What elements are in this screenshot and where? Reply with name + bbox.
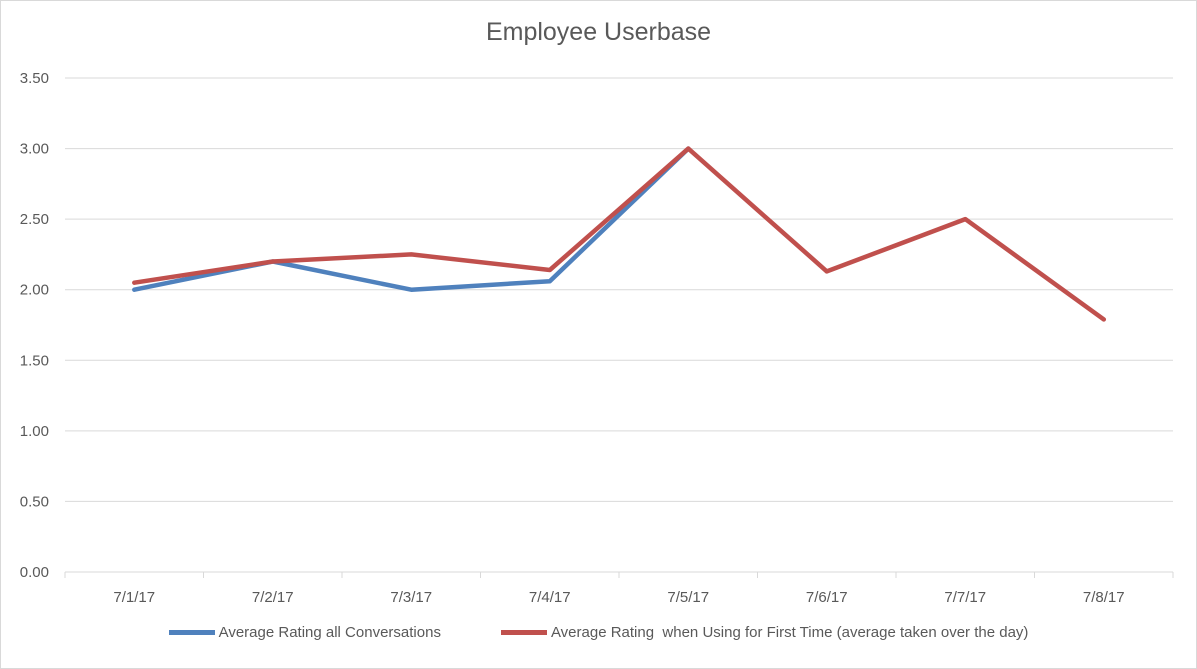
series-lines [132,146,1107,322]
x-axis-tick-labels: 7/1/17 7/2/17 7/3/17 7/4/17 7/5/17 7/6/17 7/7/… [113,589,1124,606]
legend-item-series-2: Average Rating when Using for First Time… [500,624,1029,641]
x-tick-label: 7/1/17 [113,589,155,606]
legend-swatch-series-2 [500,630,547,635]
x-tick-label: 7/7/17 [944,589,986,606]
series-line-1 [132,146,691,292]
y-tick-label: 2.00 [20,282,49,299]
x-tick-label: 7/2/17 [252,589,294,606]
gridlines [65,77,1173,502]
series-line-2 [132,146,1107,322]
x-axis [64,571,1174,578]
legend-label-series-1: Average Rating all Conversations [218,624,441,641]
y-tick-label: 2.50 [20,211,49,228]
y-tick-label: 0.00 [20,564,49,581]
x-tick-label: 7/6/17 [806,589,848,606]
x-tick-label: 7/8/17 [1083,589,1125,606]
x-tick-label: 7/3/17 [390,589,432,606]
chart-title: Employee Userbase [485,18,712,46]
y-tick-label: 1.00 [20,423,49,440]
y-axis-tick-labels: 0.00 0.50 1.00 1.50 2.00 2.50 3.00 3.50 [20,70,49,581]
y-tick-label: 0.50 [20,493,49,510]
legend: Average Rating all Conversations Average… [0,624,1197,641]
y-tick-label: 1.50 [20,352,49,369]
y-tick-label: 3.00 [20,141,49,158]
x-tick-label: 7/5/17 [667,589,709,606]
y-tick-label: 3.50 [20,70,49,87]
legend-swatch-series-1 [168,630,215,635]
x-tick-label: 7/4/17 [529,589,571,606]
legend-label-series-2: Average Rating when Using for First Time… [550,624,1029,641]
legend-item-series-1: Average Rating all Conversations [168,624,441,641]
